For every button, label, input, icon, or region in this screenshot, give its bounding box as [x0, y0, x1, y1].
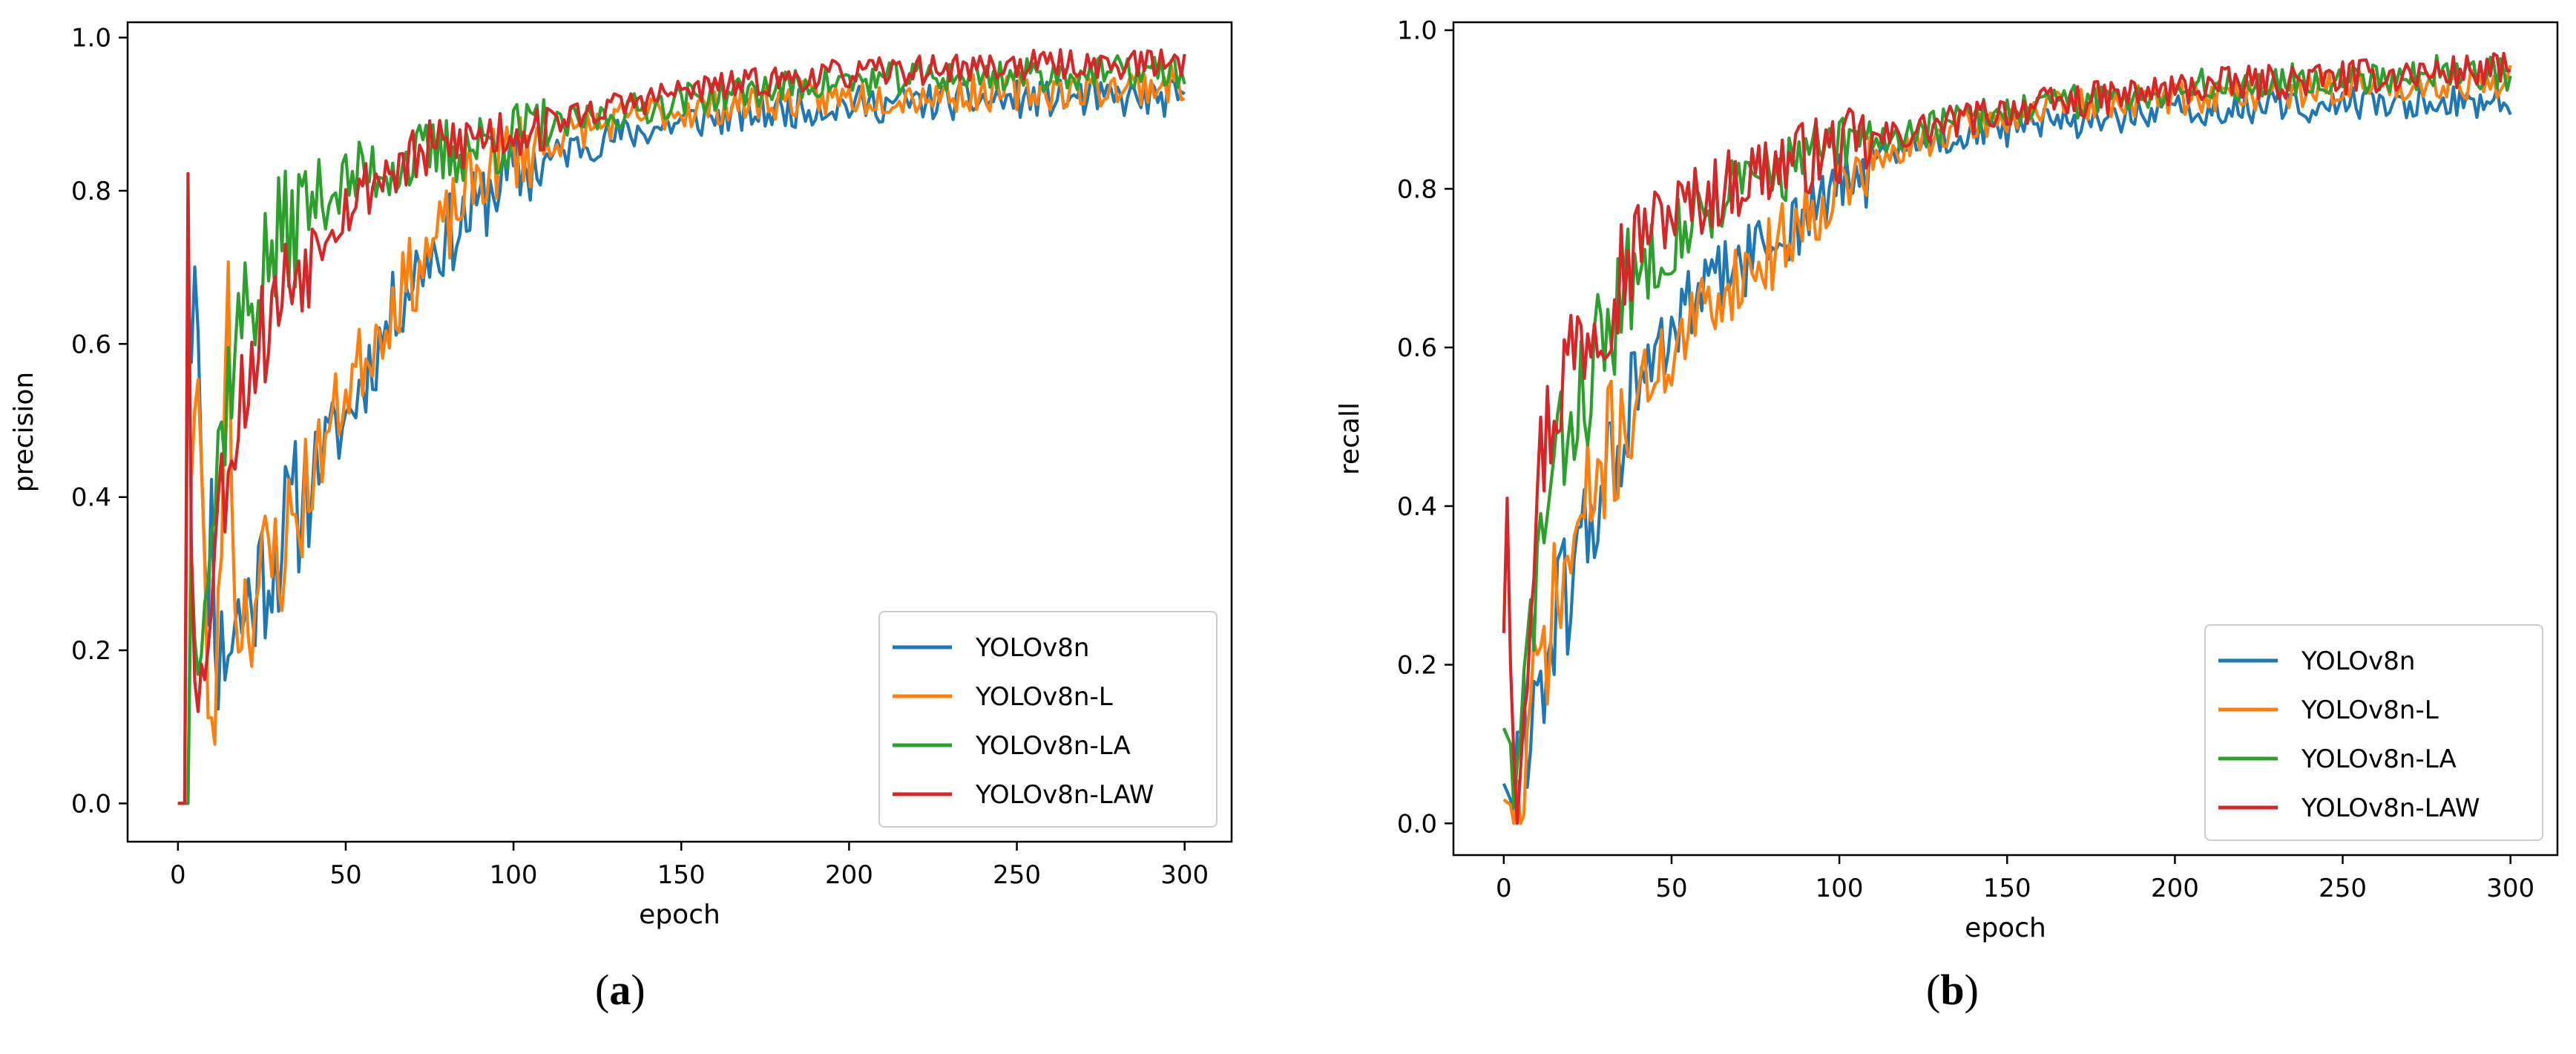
x-tick-label-b-250: 250 — [2319, 874, 2367, 903]
y-tick-label-a-0.2: 0.2 — [71, 636, 111, 666]
series-line-b-yolov8n-law — [1502, 51, 2511, 825]
legend-label-a-1: YOLOv8n-L — [975, 682, 1113, 712]
y-tick-label-a-0.6: 0.6 — [71, 330, 111, 359]
legend-label-a-0: YOLOv8n — [975, 633, 1089, 663]
series-line-a-yolov8n-l — [177, 64, 1186, 805]
y-axis-label-b: recall — [1335, 402, 1365, 475]
panel-label-a: (a) — [595, 966, 645, 1014]
panel-label-a-letter: a — [609, 966, 631, 1014]
y-tick-label-a-1: 1.0 — [71, 24, 111, 53]
y-tick-label-b-0.4: 0.4 — [1397, 492, 1437, 522]
x-tick-label-b-0: 0 — [1496, 874, 1512, 903]
y-tick-label-b-1: 1.0 — [1397, 16, 1437, 46]
series-line-a-yolov8n-law — [177, 48, 1186, 805]
x-tick-label-b-300: 300 — [2486, 874, 2534, 903]
x-axis-label-b: epoch — [1965, 913, 2046, 943]
legend-box-b — [2204, 624, 2543, 841]
series-line-a-yolov8n-la — [177, 54, 1186, 805]
x-tick-label-b-150: 150 — [1983, 874, 2031, 903]
x-tick-label-b-100: 100 — [1816, 874, 1864, 903]
axes-frame-b — [1452, 21, 2559, 857]
legend-label-a-3: YOLOv8n-LAW — [975, 780, 1154, 810]
y-tick-label-a-0.8: 0.8 — [71, 177, 111, 206]
legend-label-a-2: YOLOv8n-LA — [975, 731, 1131, 761]
panel-label-b-letter: b — [1940, 966, 1965, 1014]
legend-label-b-0: YOLOv8n — [2301, 647, 2415, 676]
x-tick-label-b-50: 50 — [1655, 874, 1687, 903]
legend-box-a — [878, 611, 1218, 828]
series-line-b-yolov8n-la — [1502, 53, 2512, 810]
x-tick-label-a-0: 0 — [170, 860, 186, 890]
y-tick-label-b-0.2: 0.2 — [1397, 651, 1437, 681]
x-tick-label-a-300: 300 — [1160, 860, 1209, 890]
x-tick-label-a-50: 50 — [329, 860, 361, 890]
legend-label-b-3: YOLOv8n-LAW — [2301, 793, 2480, 823]
x-tick-label-b-200: 200 — [2151, 874, 2199, 903]
x-tick-label-a-200: 200 — [825, 860, 873, 890]
recall-chart: 0 50 100 150 200 250 300 0.0 0.2 0.4 0.6 0.8 1.0 epoc… — [1335, 16, 2559, 943]
precision-chart: 0 50 100 150 200 250 300 0.0 0.2 0.4 0.6 0.8 1.0 epoc… — [9, 21, 1233, 930]
y-tick-label-b-0.8: 0.8 — [1397, 174, 1437, 204]
y-axis-label-a: precision — [9, 372, 39, 492]
x-tick-label-a-250: 250 — [993, 860, 1041, 890]
axes-frame-a — [126, 21, 1233, 843]
series-line-b-yolov8n-l — [1502, 65, 2512, 825]
legend-label-b-1: YOLOv8n-L — [2301, 695, 2439, 725]
y-tick-label-b-0: 0.0 — [1397, 809, 1437, 839]
legend-label-b-2: YOLOv8n-LA — [2301, 744, 2457, 774]
y-tick-label-a-0: 0.0 — [71, 789, 111, 819]
x-tick-label-a-100: 100 — [490, 860, 538, 890]
y-tick-label-b-0.6: 0.6 — [1397, 333, 1437, 363]
y-tick-label-a-0.4: 0.4 — [71, 483, 111, 513]
x-axis-label-a: epoch — [639, 900, 720, 930]
x-tick-label-a-150: 150 — [657, 860, 706, 890]
panel-label-b: (b) — [1926, 966, 1979, 1014]
